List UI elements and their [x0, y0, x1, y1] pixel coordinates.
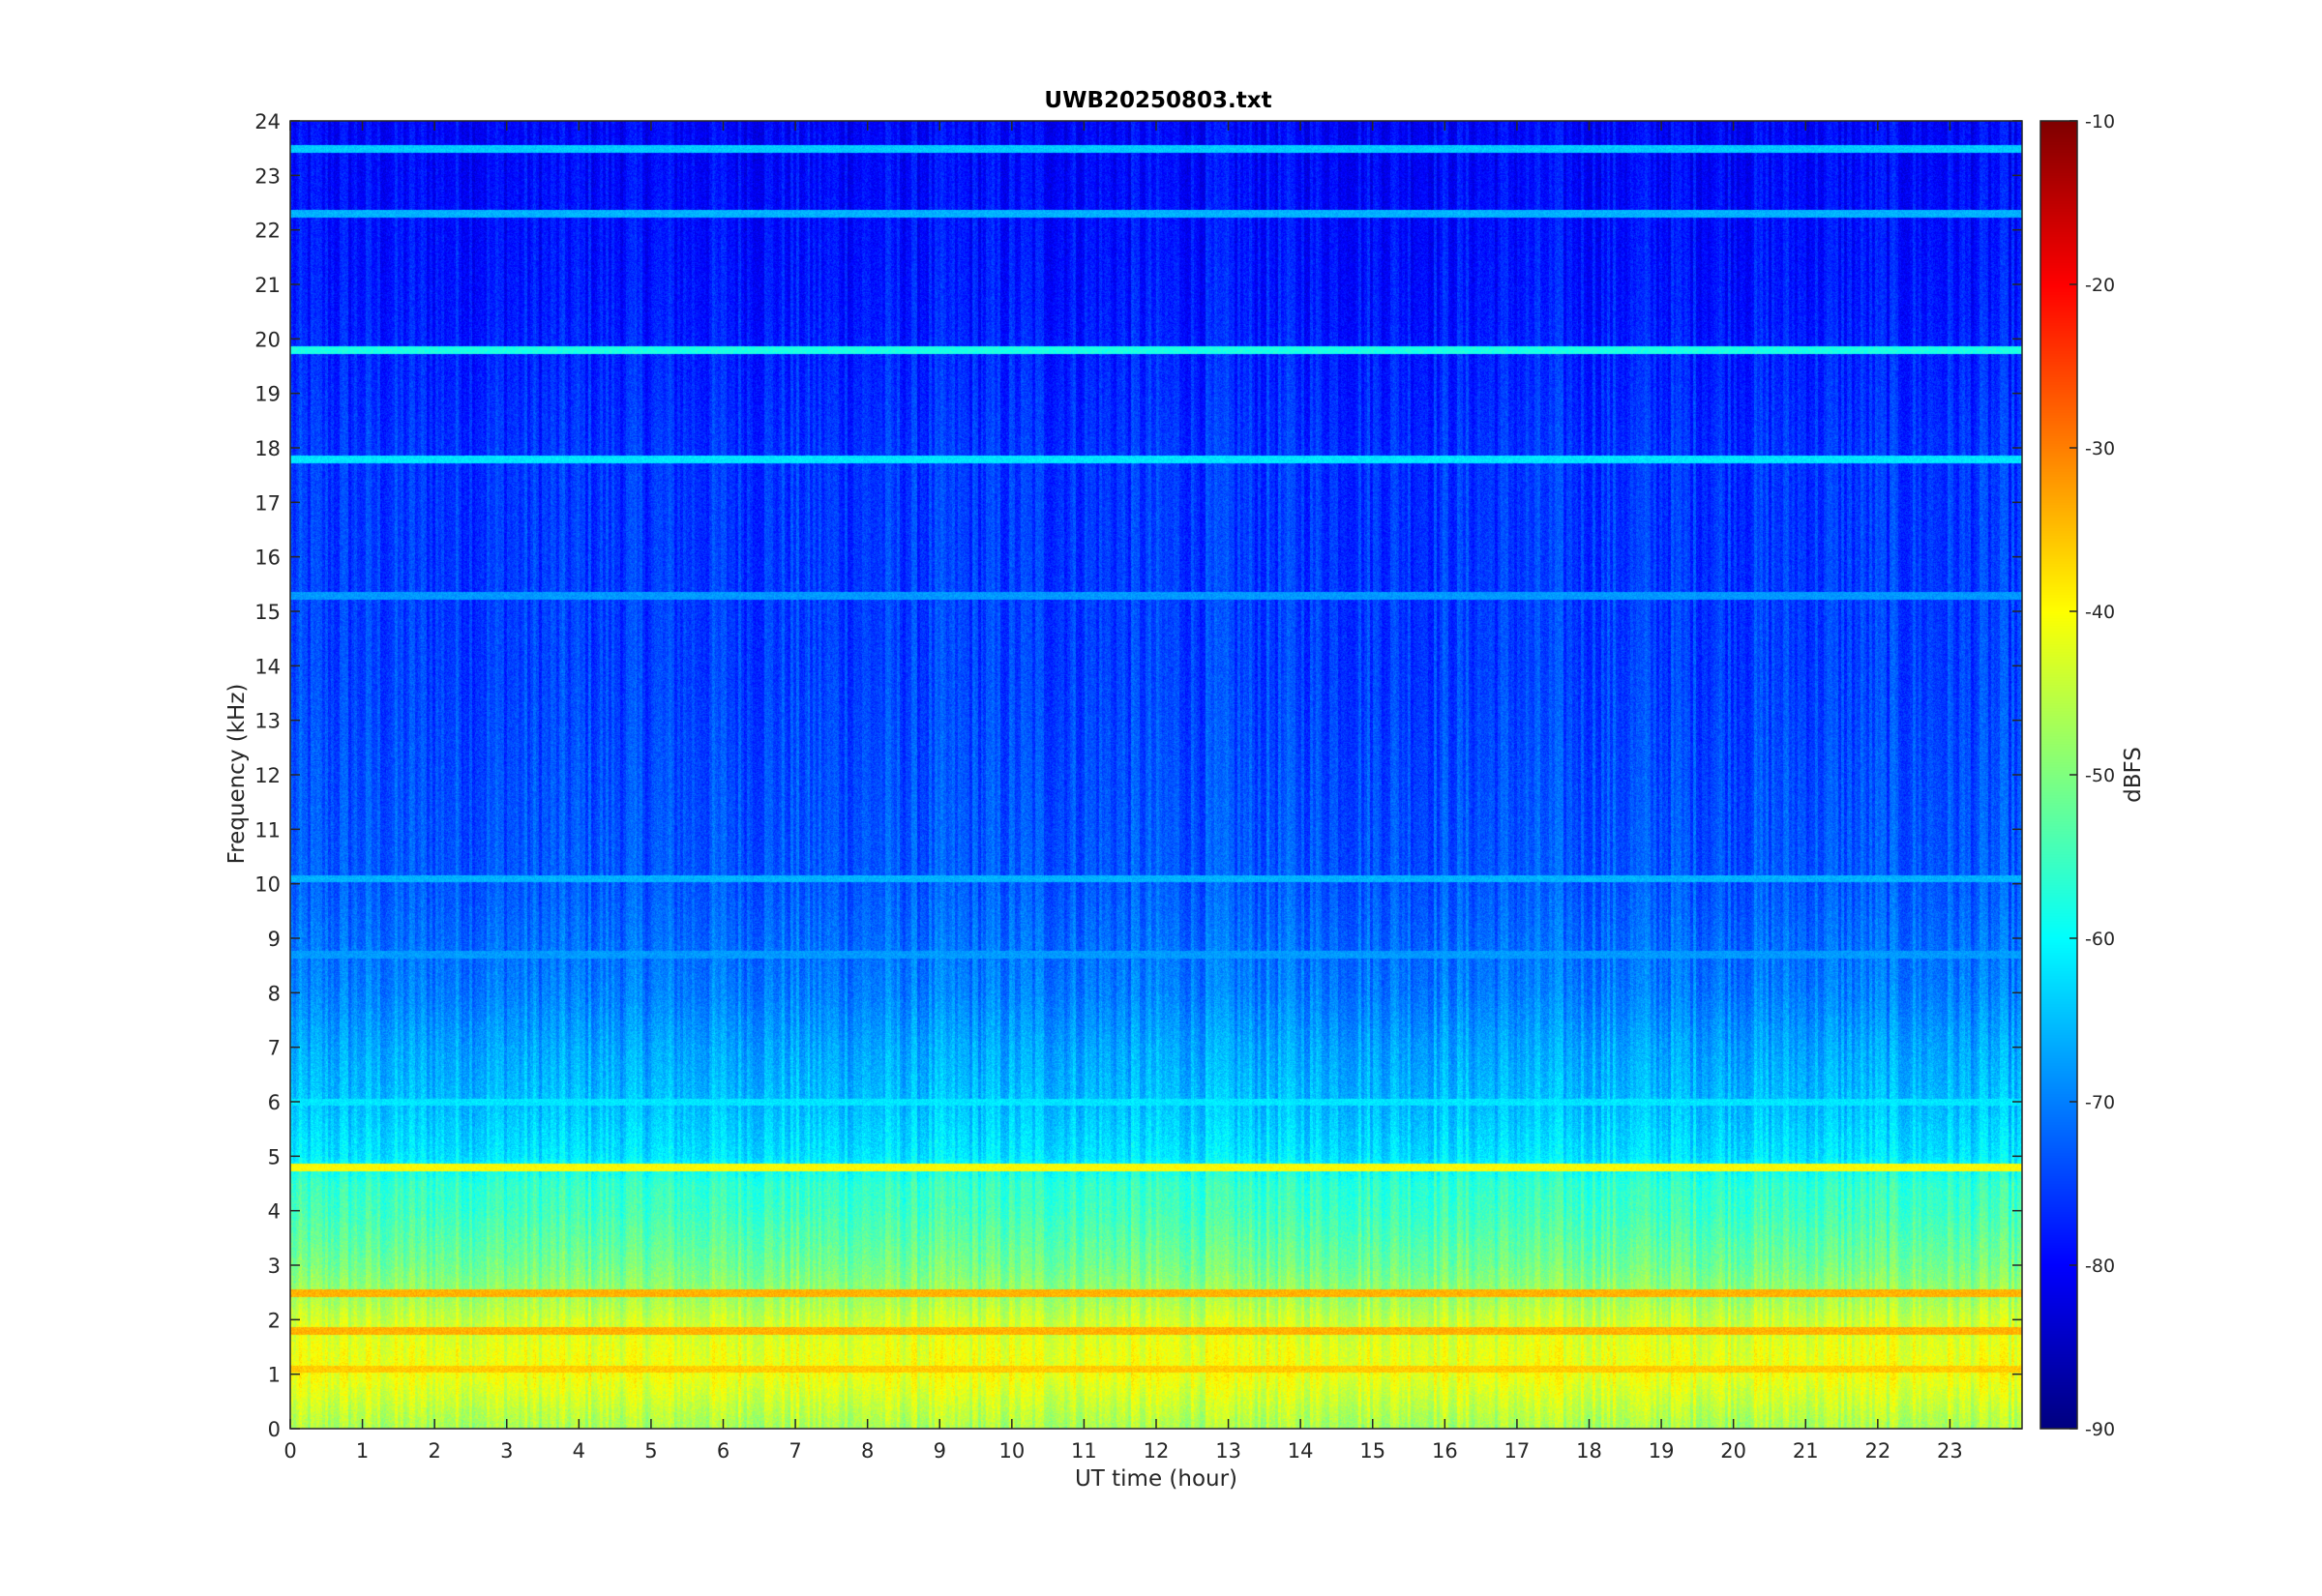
x-axis-ticks: 0 1 2 3 4 5 6 7 8 9 10 11 12 13 14 15 16 17 18 19 20 21 22 23: [283, 121, 1963, 1463]
x-tick-label: 15: [1359, 1439, 1385, 1463]
y-tick-label: 8: [268, 982, 281, 1005]
x-tick-label: 3: [500, 1439, 513, 1463]
y-tick-label: 14: [254, 655, 281, 678]
colorbar-tick-label: -90: [2085, 1419, 2115, 1440]
colorbar-tick-label: -60: [2085, 929, 2115, 950]
colorbar-ticks: -10 -20 -30 -40 -50 -60 -70 -80 -90: [2069, 111, 2115, 1440]
y-tick-label: 2: [268, 1309, 281, 1332]
y-tick-label: 0: [268, 1418, 281, 1441]
y-tick-label: 10: [254, 873, 281, 897]
y-tick-label: 17: [254, 491, 281, 515]
x-tick-label: 20: [1720, 1439, 1746, 1463]
x-tick-label: 10: [998, 1439, 1025, 1463]
x-tick-label: 14: [1288, 1439, 1314, 1463]
y-axis-title: Frequency (kHz): [224, 684, 250, 865]
y-tick-label: 16: [254, 547, 281, 570]
y-tick-label: 15: [254, 601, 281, 624]
x-axis-title: UT time (hour): [1075, 1466, 1237, 1492]
x-tick-label: 1: [356, 1439, 369, 1463]
x-tick-label: 7: [789, 1439, 801, 1463]
y-tick-label: 1: [268, 1364, 281, 1387]
y-tick-label: 9: [268, 928, 281, 951]
y-tick-label: 5: [268, 1145, 281, 1168]
y-tick-label: 23: [254, 164, 281, 188]
x-tick-label: 21: [1793, 1439, 1819, 1463]
x-tick-label: 19: [1649, 1439, 1675, 1463]
colorbar-tick-label: -40: [2085, 602, 2115, 623]
x-tick-label: 2: [428, 1439, 440, 1463]
colorbar-title: dBFS: [2121, 747, 2146, 803]
x-tick-label: 0: [283, 1439, 296, 1463]
y-tick-label: 6: [268, 1091, 281, 1114]
x-tick-label: 23: [1937, 1439, 1963, 1463]
y-tick-label: 21: [254, 274, 281, 297]
colorbar-tick-label: -50: [2085, 765, 2115, 786]
y-tick-label: 3: [268, 1255, 281, 1278]
x-tick-label: 11: [1071, 1439, 1097, 1463]
y-tick-label: 12: [254, 764, 281, 787]
x-tick-label: 16: [1432, 1439, 1458, 1463]
colorbar-tick-label: -80: [2085, 1256, 2115, 1277]
x-tick-label: 5: [644, 1439, 657, 1463]
spectrogram-heatmap: [290, 121, 2022, 1429]
x-tick-label: 18: [1576, 1439, 1602, 1463]
x-tick-label: 4: [573, 1439, 585, 1463]
x-tick-label: 12: [1144, 1439, 1170, 1463]
x-tick-label: 9: [934, 1439, 946, 1463]
y-tick-label: 22: [254, 220, 281, 243]
x-tick-label: 6: [717, 1439, 729, 1463]
y-tick-label: 11: [254, 818, 281, 842]
y-tick-label: 13: [254, 710, 281, 733]
y-tick-label: 7: [268, 1037, 281, 1060]
colorbar-tick-label: -20: [2085, 275, 2115, 296]
y-tick-label: 4: [268, 1200, 281, 1224]
colorbar-tick-label: -30: [2085, 438, 2115, 459]
y-tick-label: 24: [254, 110, 281, 133]
y-tick-label: 19: [254, 383, 281, 406]
colorbar-tick-label: -10: [2085, 111, 2115, 133]
y-tick-label: 18: [254, 437, 281, 460]
plot-title: UWB20250803.txt: [1044, 88, 1271, 113]
x-tick-label: 22: [1864, 1439, 1890, 1463]
x-tick-label: 8: [861, 1439, 874, 1463]
colorbar-tick-label: -70: [2085, 1092, 2115, 1113]
x-tick-label: 13: [1215, 1439, 1241, 1463]
x-tick-label: 17: [1504, 1439, 1531, 1463]
y-tick-label: 20: [254, 328, 281, 351]
